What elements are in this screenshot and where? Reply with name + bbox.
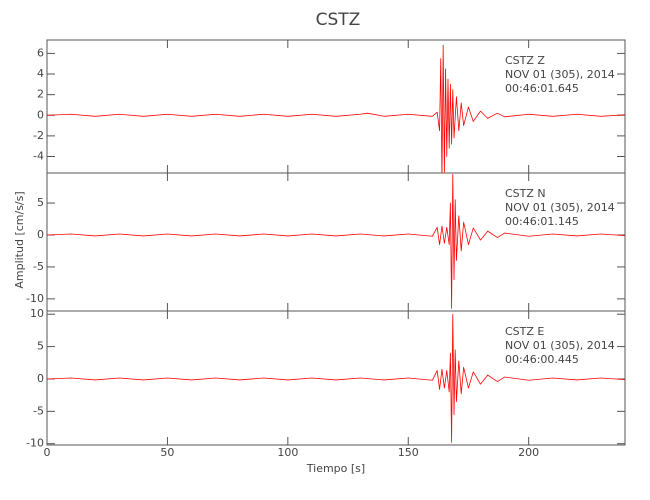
y-tick-label: 6 <box>37 46 44 59</box>
station-annotation: 00:46:00.445 <box>505 353 579 366</box>
y-tick-label: 0 <box>37 372 44 385</box>
y-tick-label: -2 <box>33 129 44 142</box>
x-tick-label: 150 <box>398 446 419 459</box>
y-tick-label: 2 <box>37 88 44 101</box>
y-tick-label: 4 <box>37 67 44 80</box>
y-tick-label: -10 <box>26 292 44 305</box>
x-tick-label: 100 <box>277 446 298 459</box>
station-annotation: NOV 01 (305), 2014 <box>505 68 615 81</box>
y-tick-label: -5 <box>33 260 44 273</box>
station-annotation: 00:46:01.145 <box>505 215 579 228</box>
y-tick-label: -10 <box>26 437 44 450</box>
waveform <box>47 44 625 173</box>
station-annotation: NOV 01 (305), 2014 <box>505 339 615 352</box>
station-annotation: CSTZ E <box>505 325 544 338</box>
figure-title: CSTZ <box>316 10 361 30</box>
x-tick-label: 0 <box>44 446 51 459</box>
y-tick-label: 0 <box>37 228 44 241</box>
waveform <box>47 173 625 309</box>
y-tick-label: -5 <box>33 404 44 417</box>
y-tick-label: -4 <box>33 150 44 163</box>
y-tick-label: 0 <box>37 108 44 121</box>
waveform <box>47 313 625 443</box>
station-annotation: NOV 01 (305), 2014 <box>505 201 615 214</box>
x-tick-label: 50 <box>160 446 174 459</box>
station-annotation: CSTZ Z <box>505 54 545 67</box>
y-axis-label: Amplitud [cm/s/s] <box>13 191 26 288</box>
station-annotation: CSTZ N <box>505 187 546 200</box>
y-tick-label: 5 <box>37 196 44 209</box>
x-axis-label: Tiempo [s] <box>306 462 365 475</box>
y-tick-label: 5 <box>37 340 44 353</box>
panel-frame <box>46 310 626 446</box>
y-tick-label: 10 <box>30 307 44 320</box>
station-annotation: 00:46:01.645 <box>505 82 579 95</box>
x-tick-label: 200 <box>518 446 539 459</box>
